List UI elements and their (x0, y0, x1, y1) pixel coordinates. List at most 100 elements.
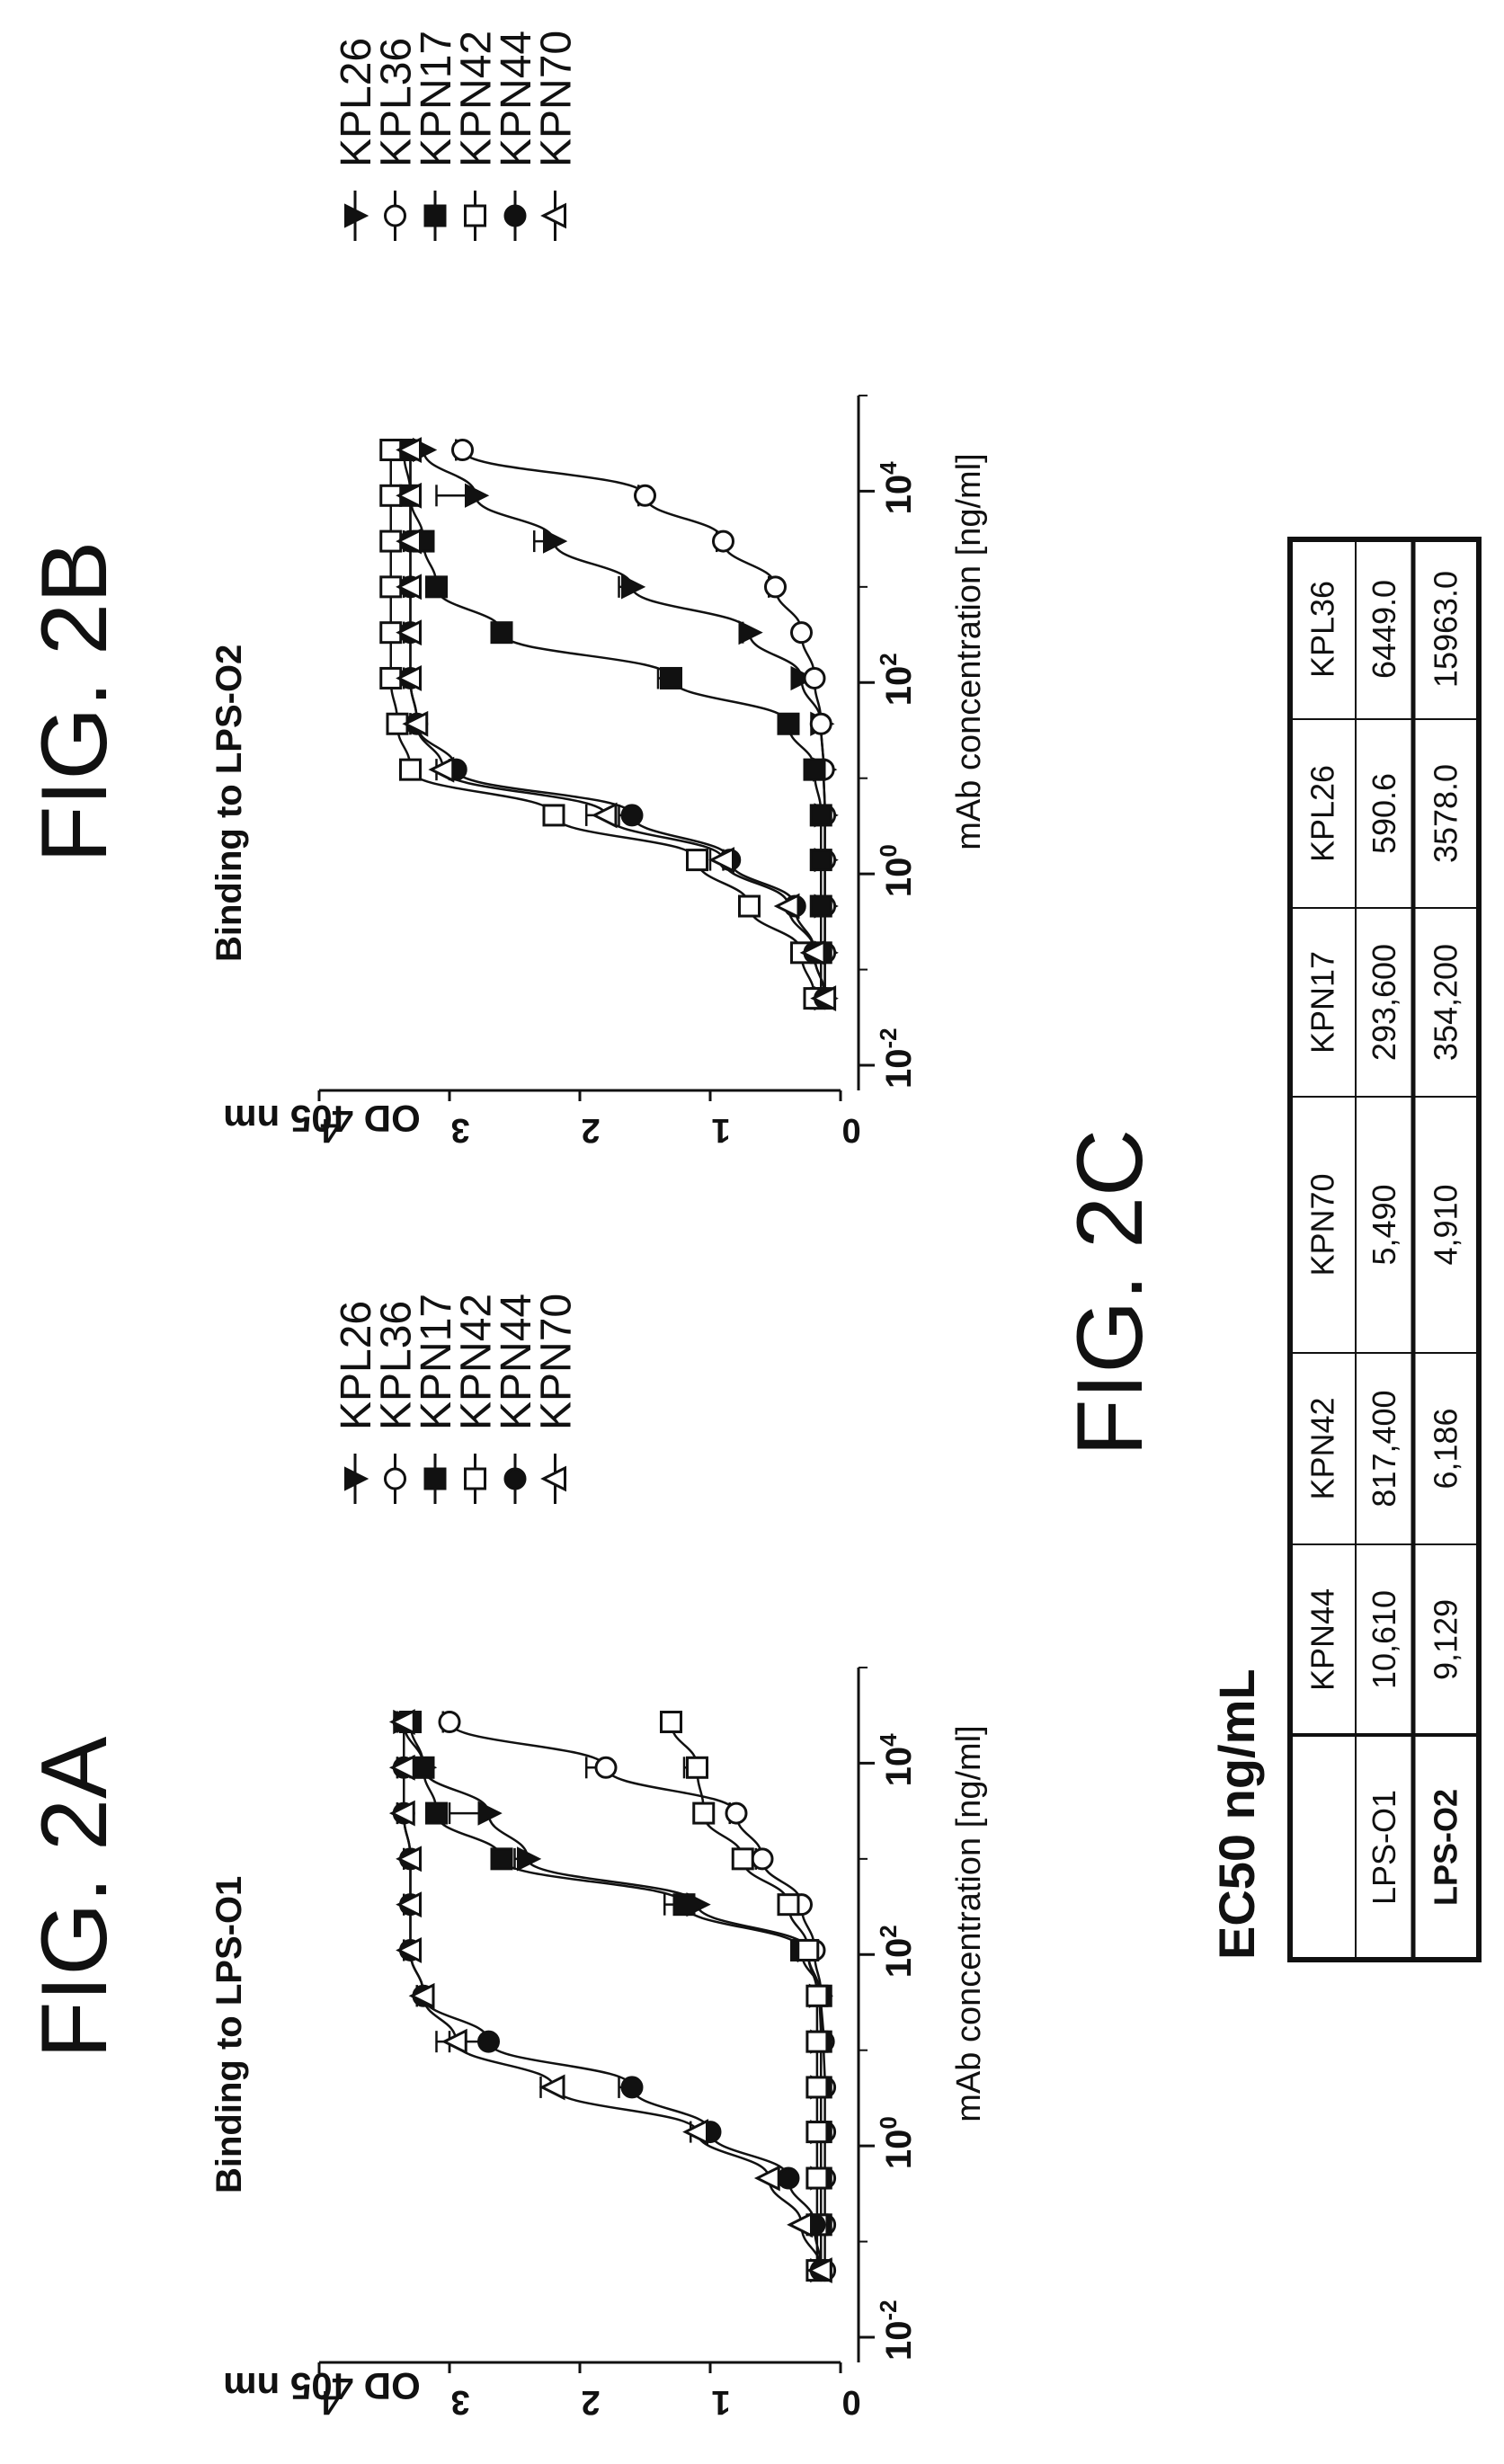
series-line-KPL26 (422, 449, 826, 999)
data-point-KPN70 (396, 1937, 422, 1963)
data-point-KPN17 (809, 894, 832, 918)
x-tick-label: 100 (875, 844, 919, 897)
legend-label-KPN70: KPN70 (533, 31, 581, 167)
x-tick-label: 10-2 (875, 1027, 919, 1089)
fig-2b-title: FIG. 2B (22, 541, 127, 863)
data-point-KPN42 (660, 1711, 682, 1734)
table-header-cell: KPN70 (1304, 1173, 1341, 1276)
y-tick-label: 2 (581, 2383, 600, 2421)
data-point-KPL36 (594, 1756, 618, 1779)
legend-label-KPN70: KPN70 (533, 1294, 581, 1430)
data-point-KPN70 (441, 2028, 467, 2055)
table-cell: 6449.0 (1366, 580, 1402, 679)
legend-marker-KPL26 (344, 203, 369, 228)
x-tick-label: 104 (875, 461, 919, 515)
data-point-KPL36 (634, 484, 656, 507)
data-point-KPL26 (621, 574, 646, 600)
fig-2a-title: FIG. 2A (22, 1736, 127, 2059)
y-tick-label: 0 (841, 1111, 860, 1149)
data-point-KPN70 (708, 847, 734, 874)
data-point-KPL26 (790, 665, 815, 691)
data-point-KPL36 (451, 439, 474, 462)
legend-marker-KPL26 (344, 1466, 369, 1491)
x-tick-exponent: -2 (875, 1027, 902, 1048)
data-point-KPN44 (477, 2030, 500, 2053)
series-line-KPL36 (461, 449, 826, 999)
data-point-KPN70 (805, 2257, 832, 2284)
x-axis-label: mAb concentration [ng/ml] (950, 453, 988, 850)
data-point-KPN42 (777, 1893, 800, 1917)
data-point-KPN42 (805, 2166, 829, 2190)
x-tick-exponent: 4 (875, 1733, 902, 1747)
data-point-KPN70 (428, 756, 455, 783)
data-point-KPN70 (388, 1754, 415, 1781)
data-point-KPN70 (396, 437, 422, 463)
data-point-KPN42 (692, 1801, 716, 1825)
fig-2c-title: FIG. 2C (1058, 1129, 1162, 1456)
x-tick-exponent: 2 (875, 653, 902, 665)
legend-label-KPN42: KPN42 (453, 1294, 501, 1430)
data-point-KPN42 (805, 2076, 829, 2099)
legend-marker-KPL36 (384, 1467, 406, 1490)
data-point-KPN17 (777, 712, 800, 735)
legend-label-KPL26: KPL26 (333, 38, 380, 167)
data-point-KPN70 (396, 619, 422, 646)
data-point-KPN70 (538, 2074, 565, 2101)
x-tick-exponent: 2 (875, 1925, 902, 1937)
table-border (1287, 537, 1482, 1962)
table-cells: KPN44 KPN42 KPN70 KPN17 KPL26 KPL36 LPS-O1 10,6… (1287, 537, 1482, 1962)
x-tick-exponent: 4 (875, 461, 902, 475)
y-tick-label: 4 (320, 2383, 339, 2421)
legend-label-KPL26: KPL26 (333, 1301, 380, 1430)
table-header-cell: KPN44 (1304, 1588, 1341, 1691)
legend-marker-KPN17 (423, 204, 447, 227)
table-cell: LPS-O1 (1366, 1790, 1402, 1905)
table-cell: 293,600 (1366, 944, 1402, 1061)
y-tick-label: 3 (450, 2383, 469, 2421)
series-line-KPL26 (403, 1721, 823, 2271)
x-tick-label: 102 (875, 653, 919, 706)
data-marks (388, 1709, 837, 2284)
data-point-KPN70 (753, 2165, 780, 2192)
data-point-KPN70 (810, 985, 837, 1012)
chart-title: Binding to LPS-O2 (209, 645, 249, 962)
data-point-KPN17 (490, 1847, 513, 1871)
data-point-KPL36 (803, 666, 826, 689)
data-point-KPN70 (396, 1891, 422, 1918)
y-tick-label: 4 (320, 1111, 339, 1149)
data-point-KPN17 (412, 1756, 435, 1779)
legend-label-KPN44: KPN44 (493, 1294, 540, 1430)
legend-label-KPN44: KPN44 (493, 31, 540, 167)
y-axis-label: OD 405 nm (223, 2365, 420, 2407)
data-point-KPL36 (809, 712, 832, 735)
legend-marker-KPN42 (464, 1467, 486, 1490)
legend-marker-KPN42 (464, 204, 486, 227)
data-point-KPL26 (477, 1801, 503, 1826)
data-point-KPN70 (799, 939, 826, 966)
table-cell: 10,610 (1366, 1590, 1402, 1689)
series-line-KPN17 (409, 1721, 823, 2271)
table-cell: 15963.0 (1428, 571, 1464, 688)
data-point-KPN42 (796, 1938, 820, 1961)
data-point-KPL36 (725, 1801, 748, 1825)
chart-panel-a: Binding to LPS-O1 OD 405 nm mAb concentr… (209, 1294, 988, 2421)
table-cell: 354,200 (1428, 944, 1464, 1061)
data-point-KPN70 (388, 1800, 415, 1827)
legend-marker-KPN70 (540, 1465, 566, 1492)
legend-label-KPN17: KPN17 (413, 1294, 460, 1430)
x-tick-label: 102 (875, 1925, 919, 1978)
table-header-cell: KPL36 (1304, 581, 1341, 678)
data-point-KPN70 (396, 574, 422, 600)
data-point-KPN42 (805, 2030, 829, 2053)
data-point-KPN42 (805, 1984, 829, 2007)
legend-marker-KPL36 (384, 204, 406, 227)
series-line-KPN70 (409, 449, 826, 999)
chart-panel-b: Binding to LPS-O2 OD 405 nm mAb concentr… (209, 31, 988, 1149)
data-point-KPN44 (777, 2166, 800, 2190)
y-tick-label: 1 (711, 1111, 730, 1149)
data-point-KPN17 (490, 621, 513, 645)
x-tick-exponent: 0 (875, 844, 902, 857)
data-point-KPN17 (809, 849, 832, 872)
